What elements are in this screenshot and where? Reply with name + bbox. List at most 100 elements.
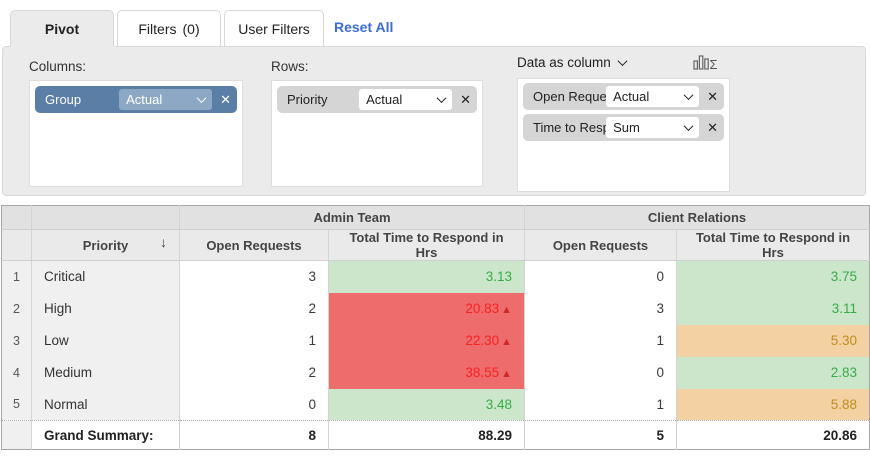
rows-label: Rows: <box>271 59 309 74</box>
aggregate-value: Actual <box>366 92 403 107</box>
chip-field-label: Priority <box>287 92 328 107</box>
value-cell[interactable]: 3 <box>179 260 329 293</box>
rows-dropzone[interactable]: Priority Actual ✕ <box>271 80 483 187</box>
value-cell[interactable]: 5.88 <box>676 388 870 421</box>
aggregate-value: Sum <box>613 120 640 135</box>
grand-summary-value: 88.29 <box>328 420 525 450</box>
chip-field-label: Group <box>45 92 82 107</box>
value-cell[interactable]: 3.13 <box>328 260 525 293</box>
chevron-down-icon <box>196 93 207 104</box>
value-cell[interactable]: 1 <box>179 324 329 357</box>
row-number: 5 <box>1 388 32 421</box>
pivot-table: Admin Team Client Relations Priority ↓ O… <box>1 205 870 450</box>
aggregate-select[interactable]: Sum <box>606 117 700 138</box>
grand-summary-row: Grand Summary: 8 88.29 5 20.86 <box>1 420 870 450</box>
value-cell[interactable]: 3.11 <box>676 292 870 325</box>
svg-text:Σ: Σ <box>710 57 718 72</box>
value-cell[interactable]: 20.83 ▲ <box>328 292 525 325</box>
grand-summary-value: 20.86 <box>676 420 870 450</box>
chip-field-label: Time to Resp... <box>533 120 606 135</box>
col-header-total-time-admin[interactable]: Total Time to Respond in Hrs <box>328 229 525 261</box>
aggregate-value: Actual <box>126 92 163 107</box>
priority-cell[interactable]: Normal <box>31 388 180 421</box>
row-number: 4 <box>1 356 32 389</box>
value-cell[interactable]: 0 <box>179 388 329 421</box>
data-chip-time-to-respond[interactable]: Time to Resp... Sum ✕ <box>523 114 724 141</box>
tab-filters-label: Filters <box>138 20 177 37</box>
data-as-column-dropdown[interactable]: Data as column <box>517 55 628 70</box>
value-cell[interactable]: 38.55 ▲ <box>328 356 525 389</box>
value-cell[interactable]: 22.30 ▲ <box>328 324 525 357</box>
priority-cell[interactable]: Medium <box>31 356 180 389</box>
column-header-row: Priority ↓ Open Requests Total Time to R… <box>1 229 870 261</box>
chip-field-label: Open Reque... <box>533 89 607 104</box>
value-cell[interactable]: 2 <box>179 292 329 325</box>
data-as-column-label: Data as column <box>517 55 611 70</box>
tab-pivot-label: Pivot <box>44 20 80 37</box>
table-row: 3 Low 1 22.30 ▲ 1 5.30 <box>1 324 870 357</box>
group-header-admin-team[interactable]: Admin Team <box>179 205 525 230</box>
remove-chip-icon[interactable]: ✕ <box>220 92 231 107</box>
table-row: 5 Normal 0 3.48 1 5.88 <box>1 388 870 421</box>
value-cell[interactable]: 3.75 <box>676 260 870 293</box>
row-number <box>1 420 32 450</box>
column-chip-group[interactable]: Group Actual ✕ <box>35 86 237 113</box>
col-header-open-requests-client[interactable]: Open Requests <box>524 229 677 261</box>
corner-cell <box>1 229 32 261</box>
priority-cell[interactable]: High <box>31 292 180 325</box>
table-row: 4 Medium 2 38.55 ▲ 0 2.83 <box>1 356 870 389</box>
row-number: 2 <box>1 292 32 325</box>
aggregate-select[interactable]: Actual <box>119 89 213 110</box>
value-cell[interactable]: 3.48 <box>328 388 525 421</box>
value-cell[interactable]: 2.83 <box>676 356 870 389</box>
alert-up-icon: ▲ <box>501 336 512 348</box>
alert-up-icon: ▲ <box>501 304 512 316</box>
remove-chip-icon[interactable]: ✕ <box>707 89 718 104</box>
tab-user-filters-label: User Filters <box>238 20 310 37</box>
alert-up-icon: ▲ <box>501 368 512 380</box>
value-cell[interactable]: 1 <box>524 324 677 357</box>
data-dropzone[interactable]: Open Reque... Actual ✕ Time to Resp... S… <box>517 78 730 192</box>
remove-chip-icon[interactable]: ✕ <box>460 92 471 107</box>
value-cell[interactable]: 0 <box>524 260 677 293</box>
columns-dropzone[interactable]: Group Actual ✕ <box>29 80 243 187</box>
summarize-icon[interactable]: Σ <box>693 52 719 77</box>
tab-pivot[interactable]: Pivot <box>10 10 114 47</box>
columns-label: Columns: <box>29 59 87 74</box>
sort-descending-icon[interactable]: ↓ <box>160 234 167 250</box>
pivot-config-panel: Columns: Rows: Data as column Σ Group Ac… <box>2 46 866 196</box>
chevron-down-icon <box>683 121 694 132</box>
aggregate-value: Actual <box>613 89 650 104</box>
tab-filters[interactable]: Filters (0) <box>117 10 221 47</box>
grand-summary-value: 5 <box>524 420 677 450</box>
tab-filters-count: (0) <box>182 20 200 37</box>
value-cell[interactable]: 3 <box>524 292 677 325</box>
grand-summary-label: Grand Summary: <box>31 420 180 450</box>
group-header-client-relations[interactable]: Client Relations <box>524 205 870 230</box>
table-row: 1 Critical 3 3.13 0 3.75 <box>1 260 870 293</box>
group-header-row: Admin Team Client Relations <box>1 205 870 230</box>
row-number: 3 <box>1 324 32 357</box>
value-cell[interactable]: 2 <box>179 356 329 389</box>
tab-user-filters[interactable]: User Filters <box>224 10 324 47</box>
reset-all-link[interactable]: Reset All <box>334 19 394 35</box>
col-header-open-requests-admin[interactable]: Open Requests <box>179 229 329 261</box>
value-cell[interactable]: 5.30 <box>676 324 870 357</box>
priority-cell[interactable]: Critical <box>31 260 180 293</box>
remove-chip-icon[interactable]: ✕ <box>707 120 718 135</box>
grand-summary-value: 8 <box>179 420 329 450</box>
value-cell[interactable]: 1 <box>524 388 677 421</box>
aggregate-select[interactable]: Actual <box>359 89 453 110</box>
data-chip-open-requests[interactable]: Open Reque... Actual ✕ <box>523 83 724 110</box>
chevron-down-icon <box>436 93 447 104</box>
priority-column-header[interactable]: Priority ↓ <box>31 229 180 261</box>
priority-header-label: Priority <box>82 237 129 253</box>
priority-cell[interactable]: Low <box>31 324 180 357</box>
col-header-total-time-client[interactable]: Total Time to Respond in Hrs <box>676 229 870 261</box>
corner-cell <box>1 205 32 230</box>
chevron-down-icon <box>683 90 694 101</box>
aggregate-select[interactable]: Actual <box>606 86 700 107</box>
value-cell[interactable]: 0 <box>524 356 677 389</box>
pivot-table-body: 1 Critical 3 3.13 0 3.75 2 High 2 20.83 ▲ 3 3.11 3 Low… <box>1 260 870 421</box>
row-chip-priority[interactable]: Priority Actual ✕ <box>277 86 477 113</box>
